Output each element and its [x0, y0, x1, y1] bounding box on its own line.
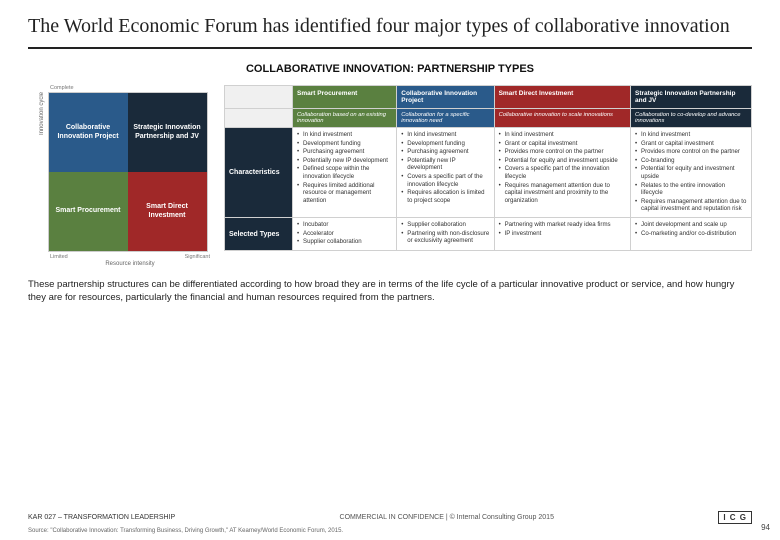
page-title: The World Economic Forum has identified …: [28, 14, 752, 39]
partnership-table: Smart ProcurementCollaborative Innovatio…: [224, 85, 752, 267]
x-axis-label: Resource intensity: [105, 261, 154, 267]
x-left-label: Limited: [50, 254, 68, 260]
quad-tr: Strategic Innovation Partnership and JV: [128, 93, 207, 172]
y-axis-label: Innovation cycle: [39, 92, 45, 175]
logo: I C G: [718, 511, 752, 524]
page-number: 94: [761, 523, 770, 532]
quad-tl: Collaborative Innovation Project: [49, 93, 128, 172]
section-subtitle: COLLABORATIVE INNOVATION: PARTNERSHIP TY…: [28, 63, 752, 75]
figure-caption: These partnership structures can be diff…: [28, 279, 752, 305]
figure-wrap: Complete Innovation cycle Collaborative …: [28, 85, 752, 267]
title-rule: [28, 47, 752, 49]
footer-source: Source: "Collaborative Innovation: Trans…: [28, 528, 752, 534]
quadrant-chart: Complete Innovation cycle Collaborative …: [28, 85, 218, 267]
footer-mid: COMMERCIAL IN CONFIDENCE | © Internal Co…: [340, 514, 554, 521]
quad-br: Smart Direct Investment: [128, 172, 207, 251]
quad-bl: Smart Procurement: [49, 172, 128, 251]
footer: KAR 027 – TRANSFORMATION LEADERSHIP COMM…: [0, 511, 780, 540]
y-top-label: Complete: [28, 85, 218, 91]
x-right-label: Significant: [185, 254, 210, 260]
footer-left: KAR 027 – TRANSFORMATION LEADERSHIP: [28, 514, 175, 521]
